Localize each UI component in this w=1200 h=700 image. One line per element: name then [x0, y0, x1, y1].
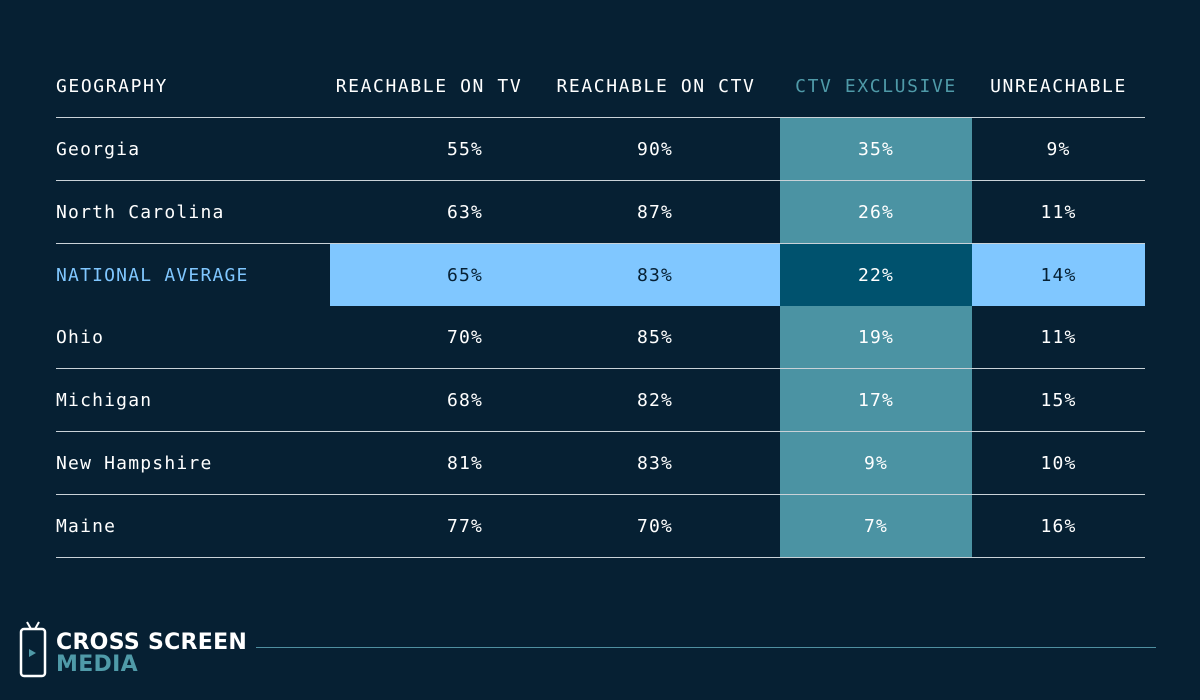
- reachable-ctv-cell: 70%: [636, 515, 674, 537]
- geography-cell: New Hampshire: [56, 452, 213, 474]
- header-unreachable: UNREACHABLE: [990, 75, 1127, 97]
- ctv-exclusive-cell: 22%: [857, 264, 895, 286]
- reachable-ctv-cell: 83%: [636, 452, 674, 474]
- geography-cell: Georgia: [56, 138, 141, 160]
- reachable-ctv-cell: 85%: [636, 326, 674, 348]
- ctv-exclusive-cell: 17%: [857, 389, 895, 411]
- table-row: Georgia 55% 90% 35% 9%: [56, 118, 1145, 181]
- geography-cell: Michigan: [56, 389, 153, 411]
- header-reachable-tv: REACHABLE ON TV: [335, 75, 523, 97]
- unreachable-cell: 16%: [1040, 515, 1077, 537]
- unreachable-cell: 11%: [1040, 326, 1077, 348]
- geography-cell: Ohio: [56, 326, 105, 348]
- table-row: Maine 77% 70% 7% 16%: [56, 495, 1145, 558]
- highlight-cell-background: [780, 244, 972, 306]
- reachable-tv-cell: 55%: [446, 138, 484, 160]
- geography-cell: North Carolina: [56, 201, 225, 223]
- reachable-tv-cell: 70%: [446, 326, 484, 348]
- table-row: Ohio 70% 85% 19% 11%: [56, 306, 1145, 369]
- data-table: GEOGRAPHY REACHABLE ON TV REACHABLE ON C…: [56, 55, 1145, 558]
- table-row: North Carolina 63% 87% 26% 11%: [56, 181, 1145, 244]
- reachable-tv-cell: 81%: [446, 452, 484, 474]
- reachable-tv-cell: 68%: [446, 389, 484, 411]
- header-ctv-exclusive: CTV EXCLUSIVE: [795, 75, 957, 97]
- geography-cell: Maine: [56, 515, 117, 537]
- ctv-exclusive-cell: 35%: [857, 138, 895, 160]
- brand-name-line-2: MEDIA: [56, 652, 138, 677]
- reachable-tv-cell: 77%: [446, 515, 484, 537]
- unreachable-cell: 14%: [1040, 264, 1077, 286]
- table-body: Georgia 55% 90% 35% 9% North Carolina 63% 87% 26…: [56, 118, 1145, 558]
- national-average-row: NATIONAL AVERAGE 65% 83% 22% 14%: [56, 244, 1145, 306]
- table-row: Michigan 68% 82% 17% 15%: [56, 369, 1145, 432]
- table-header-row: GEOGRAPHY REACHABLE ON TV REACHABLE ON C…: [56, 55, 1145, 118]
- header-reachable-ctv: REACHABLE ON CTV: [556, 75, 756, 97]
- geography-cell: NATIONAL AVERAGE: [56, 264, 249, 286]
- reachable-ctv-cell: 87%: [636, 201, 674, 223]
- ctv-exclusive-cell: 26%: [857, 201, 895, 223]
- tv-play-icon: [19, 621, 47, 678]
- table-row: New Hampshire 81% 83% 9% 10%: [56, 432, 1145, 495]
- unreachable-cell: 15%: [1040, 389, 1077, 411]
- unreachable-cell: 9%: [1046, 138, 1071, 160]
- header-geography: GEOGRAPHY: [56, 75, 168, 97]
- ctv-exclusive-cell: 19%: [857, 326, 895, 348]
- unreachable-cell: 11%: [1040, 201, 1077, 223]
- highlight-row-background: [330, 244, 1145, 306]
- reachable-ctv-cell: 83%: [636, 264, 674, 286]
- reachable-tv-cell: 63%: [446, 201, 484, 223]
- ctv-exclusive-cell: 7%: [863, 515, 889, 537]
- unreachable-cell: 10%: [1040, 452, 1077, 474]
- reachable-ctv-cell: 82%: [636, 389, 674, 411]
- footer-divider: [256, 647, 1156, 648]
- ctv-exclusive-band: [780, 118, 972, 558]
- ctv-exclusive-cell: 9%: [863, 452, 889, 474]
- reachable-ctv-cell: 90%: [636, 138, 674, 160]
- brand-name-line-1: CROSS SCREEN: [56, 630, 248, 655]
- reachable-tv-cell: 65%: [446, 264, 484, 286]
